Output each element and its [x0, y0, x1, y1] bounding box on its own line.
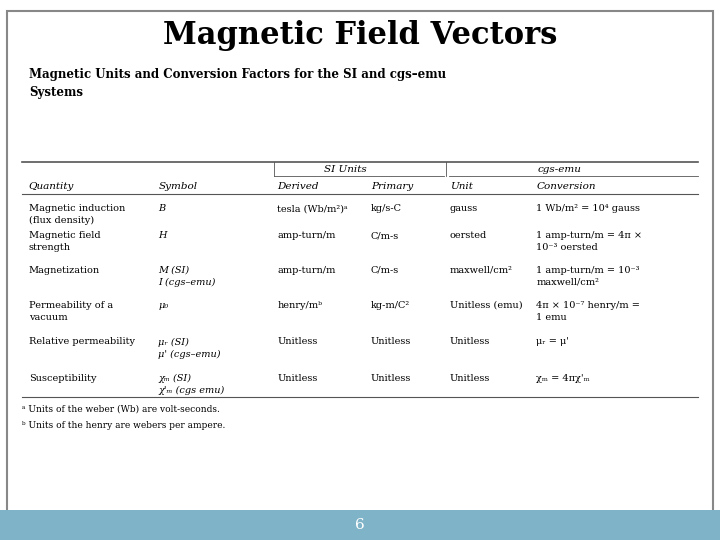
Text: maxwell/cm²: maxwell/cm² [450, 266, 513, 275]
Text: Magnetization: Magnetization [29, 266, 100, 275]
Text: ᵇ Units of the henry are webers per ampere.: ᵇ Units of the henry are webers per ampe… [22, 421, 225, 430]
Text: χₘ = 4πχ'ₘ: χₘ = 4πχ'ₘ [536, 374, 590, 383]
Text: cgs-emu: cgs-emu [538, 165, 582, 174]
Text: 4π × 10⁻⁷ henry/m =: 4π × 10⁻⁷ henry/m = [536, 301, 640, 310]
Text: 1 amp-turn/m = 10⁻³: 1 amp-turn/m = 10⁻³ [536, 266, 640, 275]
Text: Derived: Derived [277, 182, 319, 191]
Text: Unitless (emu): Unitless (emu) [450, 301, 523, 310]
Text: Magnetic field: Magnetic field [29, 231, 100, 240]
Text: 1 amp-turn/m = 4π ×: 1 amp-turn/m = 4π × [536, 231, 642, 240]
Text: C/m-s: C/m-s [371, 266, 399, 275]
Text: μᵣ (SI): μᵣ (SI) [158, 338, 189, 347]
Text: Symbol: Symbol [158, 182, 197, 191]
Text: B: B [158, 204, 166, 213]
Text: H: H [158, 231, 167, 240]
Text: χ'ₘ (cgs emu): χ'ₘ (cgs emu) [158, 386, 225, 395]
Text: Primary: Primary [371, 182, 413, 191]
Text: μ' (cgs–emu): μ' (cgs–emu) [158, 349, 221, 359]
Text: Unitless: Unitless [450, 374, 490, 383]
Text: M (SI): M (SI) [158, 266, 189, 275]
Text: 1 Wb/m² = 10⁴ gauss: 1 Wb/m² = 10⁴ gauss [536, 204, 640, 213]
Text: Unit: Unit [450, 182, 473, 191]
Text: tesla (Wb/m²)ᵃ: tesla (Wb/m²)ᵃ [277, 204, 348, 213]
Text: Unitless: Unitless [371, 374, 411, 383]
Text: Magnetic Field Vectors: Magnetic Field Vectors [163, 19, 557, 51]
Text: vacuum: vacuum [29, 313, 68, 322]
Text: oersted: oersted [450, 231, 487, 240]
Text: 1 emu: 1 emu [536, 313, 567, 322]
Text: maxwell/cm²: maxwell/cm² [536, 278, 599, 287]
Text: (flux density): (flux density) [29, 216, 94, 225]
FancyBboxPatch shape [7, 11, 713, 524]
Text: μ₀: μ₀ [158, 301, 168, 310]
Text: Magnetic Units and Conversion Factors for the SI and cgs–emu
Systems: Magnetic Units and Conversion Factors fo… [29, 68, 446, 99]
Text: Quantity: Quantity [29, 182, 74, 191]
Text: kg-m/C²: kg-m/C² [371, 301, 410, 310]
Text: 10⁻³ oersted: 10⁻³ oersted [536, 243, 598, 252]
Text: Unitless: Unitless [450, 338, 490, 347]
Text: Permeability of a: Permeability of a [29, 301, 113, 310]
Text: C/m-s: C/m-s [371, 231, 399, 240]
Text: χₘ (SI): χₘ (SI) [158, 374, 192, 383]
Text: Susceptibility: Susceptibility [29, 374, 96, 383]
Text: strength: strength [29, 243, 71, 252]
Text: SI Units: SI Units [324, 165, 367, 174]
Text: Magnetic induction: Magnetic induction [29, 204, 125, 213]
Text: Conversion: Conversion [536, 182, 596, 191]
FancyBboxPatch shape [0, 510, 720, 540]
Text: henry/mᵇ: henry/mᵇ [277, 301, 323, 310]
Text: Relative permeability: Relative permeability [29, 338, 135, 347]
Text: 6: 6 [355, 518, 365, 532]
Text: Unitless: Unitless [277, 374, 318, 383]
Text: kg/s-C: kg/s-C [371, 204, 402, 213]
Text: ᵃ Units of the weber (Wb) are volt-seconds.: ᵃ Units of the weber (Wb) are volt-secon… [22, 405, 220, 414]
Text: amp-turn/m: amp-turn/m [277, 231, 336, 240]
Text: I (cgs–emu): I (cgs–emu) [158, 278, 216, 287]
Text: gauss: gauss [450, 204, 478, 213]
Text: Unitless: Unitless [371, 338, 411, 347]
Text: amp-turn/m: amp-turn/m [277, 266, 336, 275]
Text: μᵣ = μ': μᵣ = μ' [536, 338, 570, 347]
Text: Unitless: Unitless [277, 338, 318, 347]
